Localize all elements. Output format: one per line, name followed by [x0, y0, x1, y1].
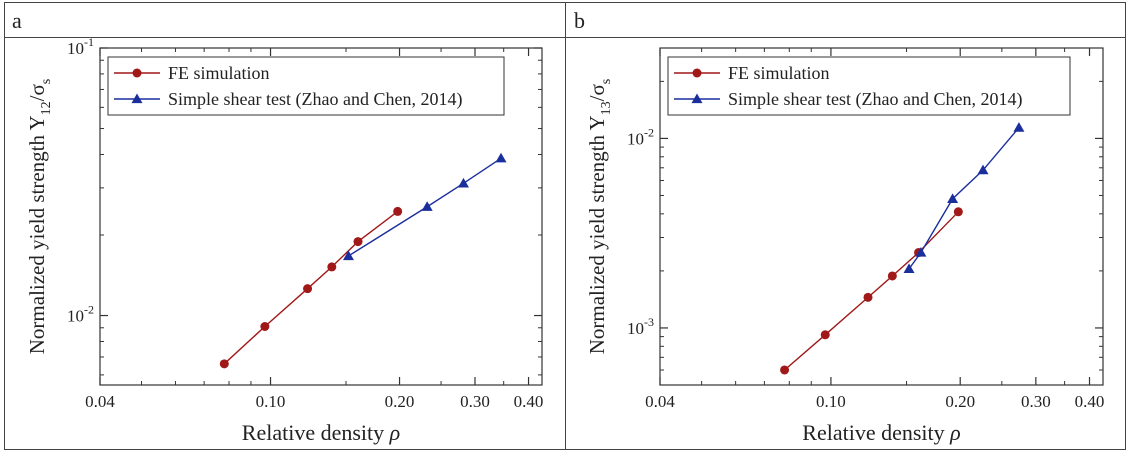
legend-label: FE simulation [728, 63, 830, 83]
x-tick-label: 0.30 [460, 392, 490, 411]
legend-marker [692, 68, 702, 78]
legend-label: Simple shear test (Zhao and Chen, 2014) [728, 89, 1022, 110]
series-line-shear [908, 127, 1020, 270]
x-tick-label: 0.04 [645, 392, 675, 411]
data-point-shear [915, 247, 927, 257]
data-point-shear [342, 250, 354, 261]
data-point-shear [495, 152, 507, 163]
x-tick-label: 0.10 [816, 392, 846, 411]
data-point-shear [457, 177, 469, 188]
legend-box [107, 56, 505, 116]
y-axis-label: Normalized yield strength Y13/σs [585, 79, 614, 355]
series-line-fe [784, 211, 959, 371]
data-point-fe [820, 330, 830, 340]
y-tick-label: 10-2 [627, 125, 654, 148]
x-tick-label: 0.30 [1021, 392, 1051, 411]
data-point-fe [353, 237, 363, 247]
x-tick-label: 0.20 [945, 392, 975, 411]
legend: FE simulation Simple shear test (Zhao and… [667, 56, 1071, 116]
x-tick-label: 0.04 [85, 392, 115, 411]
y-tick-label: 10-1 [67, 35, 94, 58]
x-tick-label: 0.40 [514, 392, 544, 411]
data-point-fe [780, 365, 790, 375]
data-point-fe [303, 284, 313, 294]
data-point-shear [1013, 122, 1025, 132]
x-tick-label: 0.40 [1075, 392, 1105, 411]
data-point-fe [887, 271, 897, 281]
legend-marker [132, 68, 142, 78]
legend-marker [691, 93, 703, 104]
data-point-shear [947, 193, 959, 203]
data-point-shear [977, 164, 989, 175]
chart-panel-a: 0.04 0.10 0.20 0.30 0.40 10-2 10-1 Relative den… [25, 35, 543, 445]
legend-box [667, 56, 1071, 116]
data-point-fe [327, 262, 337, 272]
x-axis-label: Relative density ρ [242, 420, 400, 445]
data-point-shear [903, 263, 915, 273]
plot-frame [659, 47, 1104, 386]
chart-panel-b: 0.04 0.10 0.20 0.30 0.40 10-3 10-2 Relative den… [585, 47, 1105, 445]
series-line-fe [223, 210, 399, 365]
data-point-shear [421, 201, 433, 211]
x-axis-label: Relative density ρ [802, 420, 960, 445]
series-line-shear [348, 157, 502, 257]
data-point-fe [219, 359, 229, 369]
data-point-fe [393, 206, 403, 216]
y-tick-label: 10-3 [627, 315, 654, 338]
y-axis-label: Normalized yield strength Y12/σs [25, 79, 54, 355]
legend-label: FE simulation [168, 63, 270, 83]
legend-label: Simple shear test (Zhao and Chen, 2014) [168, 89, 462, 110]
plot-frame [99, 47, 543, 386]
x-tick-label: 0.20 [385, 392, 415, 411]
legend: FE simulation Simple shear test (Zhao and… [107, 56, 505, 116]
data-point-fe [260, 321, 270, 331]
y-tick-label: 10-2 [67, 303, 94, 326]
data-point-fe [953, 207, 963, 217]
legend-marker [131, 93, 143, 104]
panel-label-b: b [574, 8, 585, 33]
data-point-fe [863, 292, 873, 302]
x-tick-label: 0.10 [256, 392, 286, 411]
panel-label-a: a [12, 8, 22, 33]
